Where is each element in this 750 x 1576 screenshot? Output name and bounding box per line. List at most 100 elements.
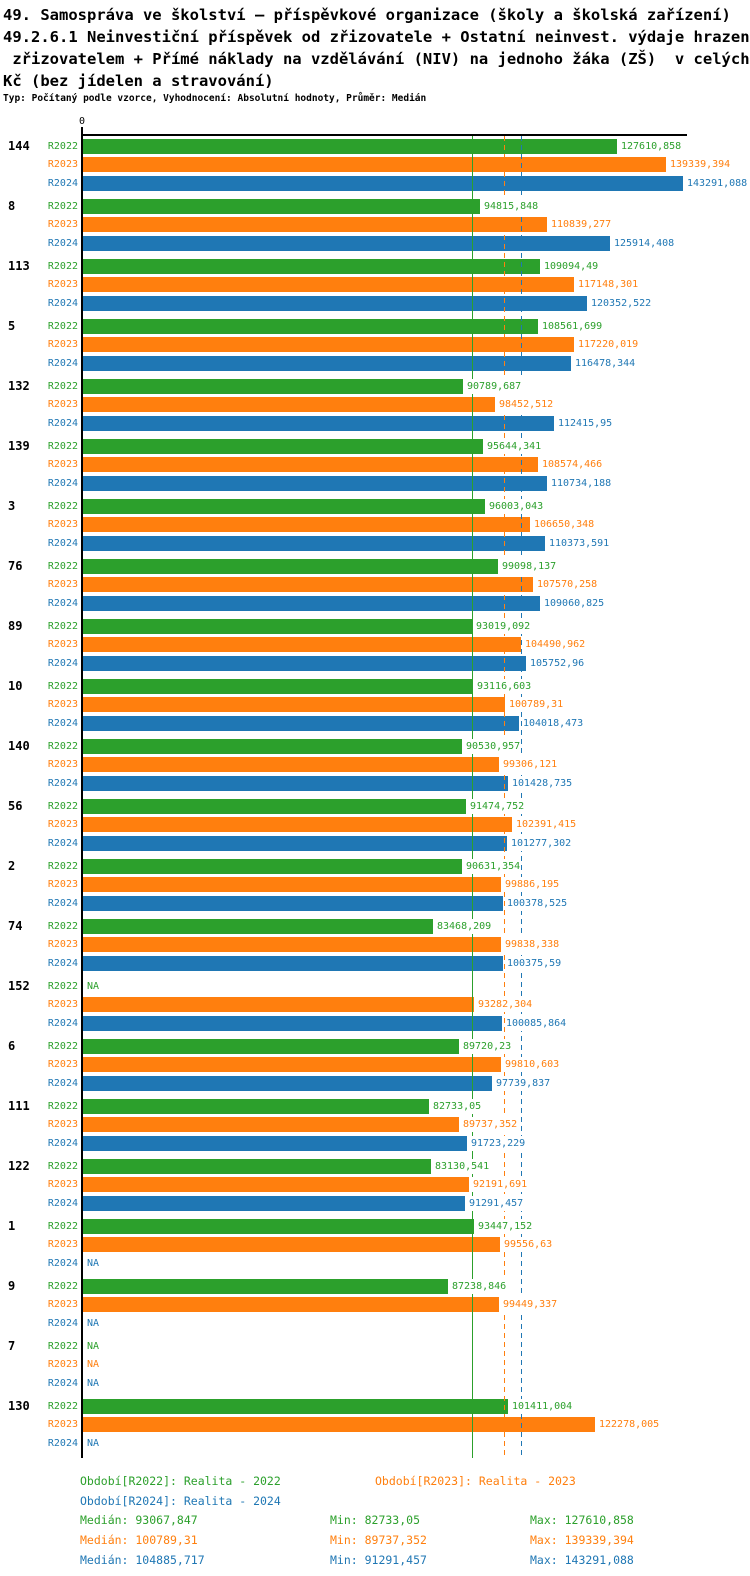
value-label: 127610,858 — [620, 139, 683, 154]
series-row-label-r2022: R2022 — [47, 201, 78, 212]
value-label: 83130,541 — [434, 1159, 491, 1174]
series-row-label-r2022: R2022 — [47, 981, 78, 992]
value-bar-r2023 — [83, 877, 501, 892]
series-row-label-r2024: R2024 — [47, 778, 78, 789]
series-row-label-r2022: R2022 — [47, 561, 78, 572]
series-row-label-r2022: R2022 — [47, 921, 78, 932]
series-row-label-r2022: R2022 — [47, 1221, 78, 1232]
na-label: NA — [87, 981, 100, 992]
value-bar-r2024 — [83, 716, 519, 731]
value-bar-r2023 — [83, 517, 530, 532]
stat-min-r2024: Min: 91291,457 — [330, 1553, 427, 1567]
value-bar-r2024 — [83, 176, 683, 191]
value-label: 100378,525 — [506, 896, 569, 911]
series-row-label-r2024: R2024 — [47, 418, 78, 429]
na-label: NA — [87, 1438, 100, 1449]
value-bar-r2023 — [83, 157, 666, 172]
value-label: 117220,019 — [577, 337, 640, 352]
series-row-label-r2023: R2023 — [47, 1179, 78, 1190]
series-row-label-r2023: R2023 — [47, 1239, 78, 1250]
value-label: 99556,63 — [503, 1237, 554, 1252]
series-row-label-r2023: R2023 — [47, 1419, 78, 1430]
series-row-label-r2023: R2023 — [47, 459, 78, 470]
series-row-label-r2023: R2023 — [47, 819, 78, 830]
value-label: 93116,603 — [476, 679, 533, 694]
value-bar-r2023 — [83, 1117, 459, 1132]
series-row-label-r2022: R2022 — [47, 1161, 78, 1172]
series-row-label-r2023: R2023 — [47, 759, 78, 770]
series-row-label-r2023: R2023 — [47, 399, 78, 410]
value-bar-r2022 — [83, 799, 466, 814]
value-label: 92191,691 — [472, 1177, 529, 1192]
stat-max-r2024: Max: 143291,088 — [530, 1553, 634, 1567]
stat-min-r2023: Min: 89737,352 — [330, 1533, 427, 1547]
value-bar-r2024 — [83, 296, 587, 311]
value-label: 100789,31 — [508, 697, 565, 712]
series-row-label-r2023: R2023 — [47, 939, 78, 950]
value-label: 106650,348 — [533, 517, 596, 532]
group-id-label: 3 — [8, 499, 16, 513]
value-bar-r2022 — [83, 199, 480, 214]
series-row-label-r2023: R2023 — [47, 159, 78, 170]
value-bar-r2024 — [83, 1076, 492, 1091]
series-row-label-r2024: R2024 — [47, 1138, 78, 1149]
group-id-label: 140 — [8, 739, 30, 753]
series-row-label-r2022: R2022 — [47, 1101, 78, 1112]
value-label: 105752,96 — [529, 656, 586, 671]
series-row-label-r2023: R2023 — [47, 579, 78, 590]
value-label: 100375,59 — [506, 956, 563, 971]
value-bar-r2023 — [83, 997, 474, 1012]
value-bar-r2024 — [83, 536, 545, 551]
group-id-label: 5 — [8, 319, 16, 333]
stat-min-r2022: Min: 82733,05 — [330, 1513, 421, 1527]
value-bar-r2022 — [83, 1219, 474, 1234]
value-label: 89720,23 — [462, 1039, 513, 1054]
series-row-label-r2022: R2022 — [47, 741, 78, 752]
series-row-label-r2024: R2024 — [47, 538, 78, 549]
series-row-label-r2024: R2024 — [47, 1318, 78, 1329]
value-bar-r2023 — [83, 1417, 595, 1432]
value-label: 108561,699 — [541, 319, 604, 334]
value-bar-r2023 — [83, 337, 574, 352]
na-label: NA — [87, 1341, 100, 1352]
median-line-r2024 — [521, 136, 522, 1458]
series-row-label-r2024: R2024 — [47, 598, 78, 609]
value-label: 94815,848 — [483, 199, 540, 214]
series-row-label-r2022: R2022 — [47, 501, 78, 512]
value-bar-r2022 — [83, 919, 433, 934]
value-bar-r2024 — [83, 656, 526, 671]
group-id-label: 9 — [8, 1279, 16, 1293]
value-bar-r2022 — [83, 1159, 431, 1174]
series-row-label-r2022: R2022 — [47, 621, 78, 632]
value-label: 91474,752 — [469, 799, 526, 814]
value-label: 82733,05 — [432, 1099, 483, 1114]
value-label: 125914,408 — [613, 236, 676, 251]
series-row-label-r2023: R2023 — [47, 279, 78, 290]
value-bar-r2024 — [83, 416, 554, 431]
group-id-label: 144 — [8, 139, 30, 153]
value-label: 97739,837 — [495, 1076, 552, 1091]
value-label: 110734,188 — [550, 476, 613, 491]
series-row-label-r2024: R2024 — [47, 1198, 78, 1209]
series-row-label-r2023: R2023 — [47, 519, 78, 530]
series-row-label-r2024: R2024 — [47, 898, 78, 909]
series-row-label-r2022: R2022 — [47, 441, 78, 452]
chart-title-line-1: 49. Samospráva ve školství – příspěvkové… — [3, 6, 731, 24]
y-axis-line — [81, 127, 83, 1458]
median-line-r2022 — [472, 136, 473, 1458]
value-bar-r2022 — [83, 1099, 429, 1114]
value-bar-r2024 — [83, 1016, 502, 1031]
value-bar-r2022 — [83, 1039, 459, 1054]
value-label: 99449,337 — [502, 1297, 559, 1312]
series-row-label-r2022: R2022 — [47, 861, 78, 872]
series-row-label-r2024: R2024 — [47, 1078, 78, 1089]
value-bar-r2022 — [83, 1279, 448, 1294]
value-bar-r2023 — [83, 697, 505, 712]
group-id-label: 8 — [8, 199, 16, 213]
group-id-label: 6 — [8, 1039, 16, 1053]
group-id-label: 7 — [8, 1339, 16, 1353]
legend-entry-r2022: Období[R2022]: Realita - 2022 — [80, 1474, 281, 1488]
value-bar-r2023 — [83, 637, 521, 652]
value-bar-r2023 — [83, 1297, 499, 1312]
series-row-label-r2022: R2022 — [47, 261, 78, 272]
